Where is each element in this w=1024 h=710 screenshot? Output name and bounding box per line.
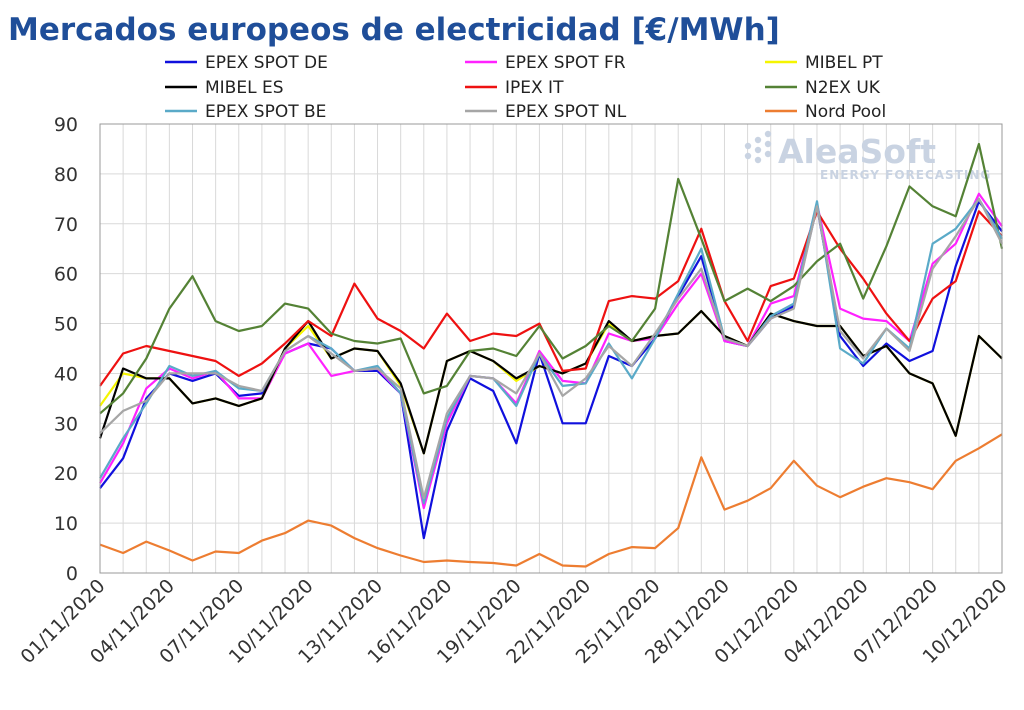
y-tick-label: 90 [54, 114, 78, 136]
logo-dot [744, 152, 752, 160]
y-tick-label: 30 [54, 413, 78, 435]
series-line-n2ex-uk [99, 142, 1004, 415]
logo-dot [744, 142, 752, 150]
y-tick-label: 0 [66, 563, 78, 585]
x-axis: 01/11/202004/11/202007/11/202010/11/2020… [17, 575, 1012, 668]
legend-label: MIBEL ES [205, 78, 284, 98]
series-line-epex-spot-fr [99, 192, 1003, 510]
logo-dot [764, 150, 772, 158]
series-line-ipex-it [99, 210, 1003, 387]
watermark-brand: AleaSoft [778, 132, 936, 171]
aleasoft-logo-icon [744, 130, 772, 164]
legend-label: N2EX UK [805, 78, 881, 98]
y-tick-label: 40 [54, 363, 78, 385]
legend-label: MIBEL PT [805, 53, 883, 73]
y-tick-label: 60 [54, 264, 78, 286]
legend-label: EPEX SPOT BE [205, 102, 326, 122]
y-tick-label: 50 [54, 314, 78, 336]
legend: EPEX SPOT DE EPEX SPOT FR MIBEL PT MIBEL ES… [165, 53, 886, 122]
logo-dot [754, 146, 762, 154]
y-tick-label: 20 [54, 463, 78, 485]
legend-label: EPEX SPOT NL [505, 102, 627, 122]
series-line-nord-pool [99, 433, 1003, 568]
series-line-epex-spot-be [99, 197, 1003, 505]
series-line-epex-spot-nl [99, 197, 1003, 500]
logo-dot [754, 156, 762, 164]
logo-dot [764, 130, 772, 138]
logo-dot [764, 140, 772, 148]
legend-label: EPEX SPOT DE [205, 53, 328, 73]
y-tick-label: 80 [54, 164, 78, 186]
series-line-mibel-es [98, 310, 1003, 455]
plot-frame [99, 123, 1003, 574]
chart-title: Mercados europeos de electricidad [€/MWh… [8, 12, 780, 48]
series-line-epex-spot-de [99, 200, 1003, 540]
watermark: AleaSoft ENERGY FORECASTING [744, 130, 991, 182]
watermark-tagline: ENERGY FORECASTING [820, 168, 991, 182]
y-tick-label: 10 [54, 513, 78, 535]
series-lines [98, 142, 1004, 568]
series-line-mibel-pt [99, 310, 1003, 455]
legend-label: EPEX SPOT FR [505, 53, 626, 73]
legend-label: Nord Pool [805, 102, 886, 122]
logo-dot [754, 136, 762, 144]
legend-label: IPEX IT [505, 78, 564, 98]
y-axis: 0 10 20 30 40 50 60 70 80 90 [54, 114, 78, 585]
y-tick-label: 70 [54, 214, 78, 236]
